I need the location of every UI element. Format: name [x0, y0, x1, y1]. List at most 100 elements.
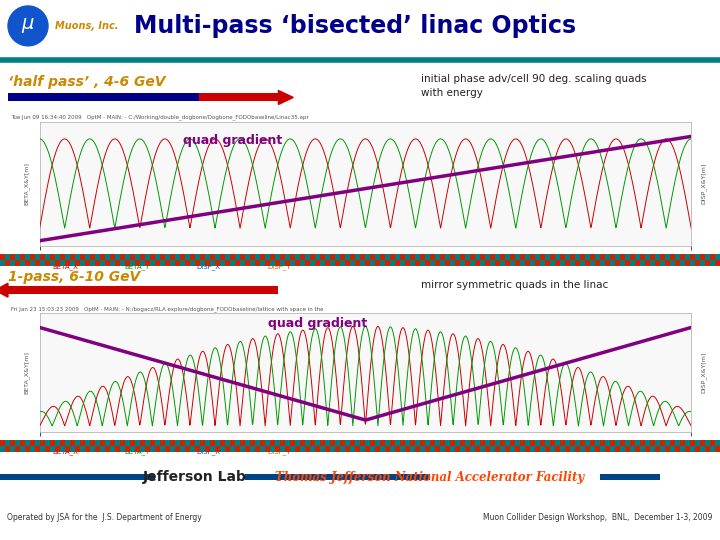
Bar: [155, 446, 160, 452]
Bar: [245, 440, 250, 446]
Bar: [530, 260, 535, 266]
Bar: [620, 254, 625, 260]
Bar: [655, 446, 660, 452]
Bar: [660, 440, 665, 446]
Bar: [395, 260, 400, 266]
Bar: [645, 440, 650, 446]
Bar: [435, 260, 440, 266]
Bar: [105, 254, 110, 260]
Bar: [485, 260, 490, 266]
Bar: [445, 440, 450, 446]
Bar: [355, 254, 360, 260]
Bar: [340, 440, 345, 446]
Bar: [215, 446, 220, 452]
Bar: [295, 254, 300, 260]
Bar: [385, 260, 390, 266]
Bar: [305, 446, 310, 452]
Bar: [225, 446, 230, 452]
Text: Operated by JSA for the  J.S. Department of Energy: Operated by JSA for the J.S. Department …: [7, 513, 202, 522]
Bar: [420, 440, 425, 446]
Bar: [55, 254, 60, 260]
Bar: [630, 440, 635, 446]
Bar: [450, 446, 455, 452]
Bar: [65, 440, 70, 446]
Bar: [615, 440, 620, 446]
Bar: [70, 446, 75, 452]
Bar: [685, 260, 690, 266]
Bar: [510, 440, 515, 446]
Bar: [475, 254, 480, 260]
Bar: [120, 254, 125, 260]
Bar: [70, 254, 75, 260]
Bar: [120, 446, 125, 452]
Bar: [160, 254, 165, 260]
Bar: [455, 260, 460, 266]
Bar: [135, 260, 140, 266]
Bar: [690, 254, 695, 260]
Bar: [635, 260, 640, 266]
Bar: [155, 440, 160, 446]
Bar: [325, 260, 330, 266]
Text: 1-pass, 6-10 GeV: 1-pass, 6-10 GeV: [8, 271, 140, 285]
Bar: [20, 440, 25, 446]
Bar: [605, 446, 610, 452]
Bar: [30, 260, 35, 266]
Bar: [30, 440, 35, 446]
Bar: [220, 446, 225, 452]
Bar: [680, 260, 685, 266]
Bar: [255, 260, 260, 266]
Bar: [175, 254, 180, 260]
Bar: [85, 440, 90, 446]
Bar: [200, 254, 205, 260]
Bar: [685, 254, 690, 260]
Bar: [710, 254, 715, 260]
Bar: [285, 446, 290, 452]
Bar: [165, 260, 170, 266]
Bar: [455, 446, 460, 452]
Bar: [285, 254, 290, 260]
Text: BETA_X&Y[m]: BETA_X&Y[m]: [24, 351, 30, 394]
Bar: [690, 440, 695, 446]
Bar: [375, 440, 380, 446]
Bar: [465, 440, 470, 446]
Bar: [70, 440, 75, 446]
Bar: [465, 446, 470, 452]
Bar: [195, 260, 200, 266]
Bar: [550, 260, 555, 266]
Bar: [120, 260, 125, 266]
Bar: [340, 446, 345, 452]
Bar: [505, 254, 510, 260]
Bar: [690, 260, 695, 266]
Bar: [505, 440, 510, 446]
Bar: [705, 446, 710, 452]
Bar: [600, 446, 605, 452]
Bar: [45, 446, 50, 452]
Bar: [15, 254, 20, 260]
Text: Tue Jun 09 16:34:40 2009   OptM - MAIN: - C:/Working/double_dogbone/Dogbone_FODO: Tue Jun 09 16:34:40 2009 OptM - MAIN: - …: [11, 114, 309, 120]
Bar: [295, 440, 300, 446]
Bar: [410, 254, 415, 260]
Bar: [465, 254, 470, 260]
Bar: [615, 260, 620, 266]
Text: DISP_Y: DISP_Y: [268, 448, 291, 455]
Bar: [280, 254, 285, 260]
Bar: [275, 440, 280, 446]
Bar: [280, 440, 285, 446]
Bar: [535, 446, 540, 452]
Bar: [670, 446, 675, 452]
Bar: [165, 446, 170, 452]
Bar: [250, 260, 255, 266]
Bar: [610, 440, 615, 446]
Bar: [15, 440, 20, 446]
Bar: [490, 254, 495, 260]
Bar: [625, 260, 630, 266]
Bar: [655, 260, 660, 266]
Bar: [230, 260, 235, 266]
Bar: [55, 260, 60, 266]
Bar: [355, 260, 360, 266]
Bar: [250, 446, 255, 452]
Bar: [625, 254, 630, 260]
Bar: [145, 260, 150, 266]
Bar: [540, 440, 545, 446]
Bar: [650, 446, 655, 452]
